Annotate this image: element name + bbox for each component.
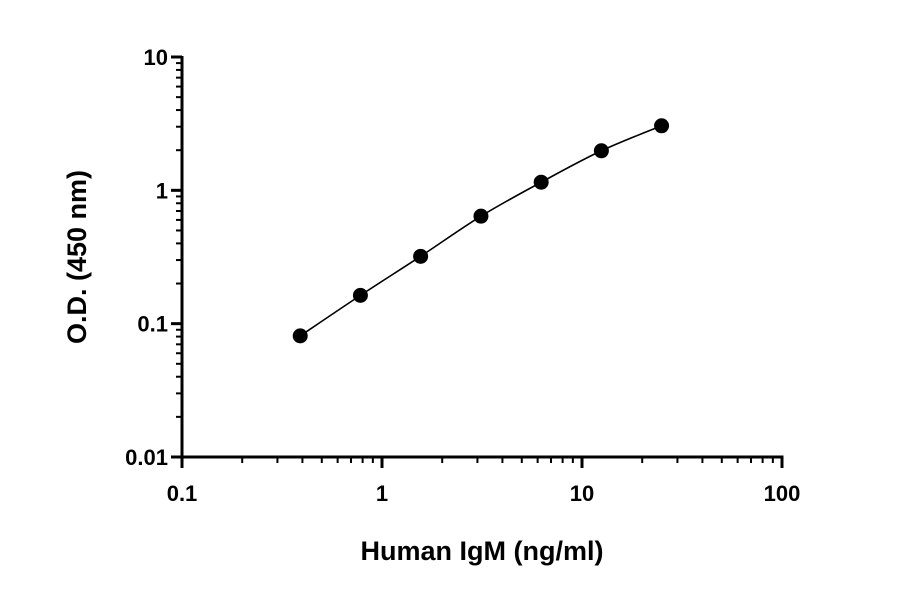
x-axis-tick-labels: 0.1 1 10 100 xyxy=(167,481,801,506)
y-tick-label-2: 1 xyxy=(156,178,168,203)
fit-curve xyxy=(299,125,662,337)
x-tick-label-0: 0.1 xyxy=(167,481,198,506)
data-point-1 xyxy=(352,287,368,303)
y-tick-label-1: 0.1 xyxy=(137,312,168,337)
x-tick-label-2: 10 xyxy=(570,481,594,506)
y-tick-label-3: 10 xyxy=(144,45,168,70)
y-axis-tick-labels: 0.01 0.1 1 10 xyxy=(125,45,168,470)
x-tick-label-1: 1 xyxy=(376,481,388,506)
axes xyxy=(180,56,784,459)
y-tick-label-0: 0.01 xyxy=(125,445,168,470)
y-axis-ticks xyxy=(171,55,182,459)
data-point-0 xyxy=(292,328,308,344)
data-point-4 xyxy=(533,174,549,190)
x-axis-ticks xyxy=(180,457,784,468)
x-axis-title: Human IgM (ng/ml) xyxy=(361,536,604,566)
data-point-2 xyxy=(413,248,429,264)
data-point-6 xyxy=(654,118,670,134)
x-tick-label-3: 100 xyxy=(764,481,801,506)
data-point-3 xyxy=(473,208,489,224)
y-axis-title: O.D. (450 nm) xyxy=(62,170,92,344)
data-points xyxy=(292,118,670,344)
data-point-5 xyxy=(593,143,609,159)
